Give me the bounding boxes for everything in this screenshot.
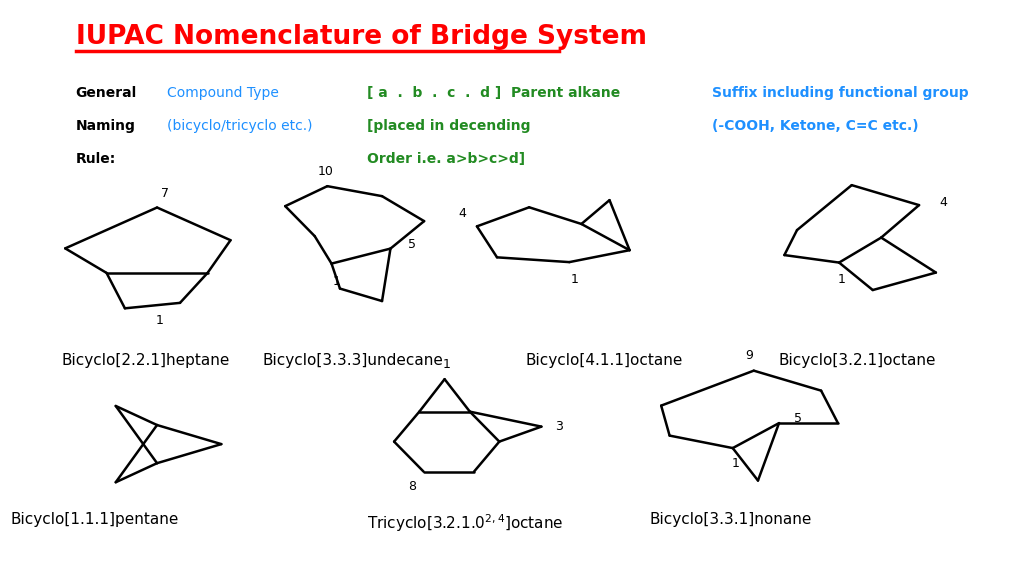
Text: 1: 1: [838, 273, 846, 286]
Text: 5: 5: [408, 237, 416, 251]
Text: Compound Type: Compound Type: [167, 86, 279, 100]
Text: 1: 1: [156, 314, 164, 327]
Text: Order i.e. a>b>c>d]: Order i.e. a>b>c>d]: [368, 152, 525, 166]
Text: Bicyclo[2.2.1]heptane: Bicyclo[2.2.1]heptane: [61, 353, 229, 368]
Text: General: General: [76, 86, 137, 100]
Text: 9: 9: [745, 350, 753, 362]
Text: Bicyclo[3.2.1]octane: Bicyclo[3.2.1]octane: [779, 353, 936, 368]
Text: Bicyclo[4.1.1]octane: Bicyclo[4.1.1]octane: [525, 353, 683, 368]
Text: 1: 1: [732, 457, 739, 471]
Text: IUPAC Nomenclature of Bridge System: IUPAC Nomenclature of Bridge System: [76, 24, 647, 50]
Text: (bicyclo/tricyclo etc.): (bicyclo/tricyclo etc.): [167, 119, 312, 134]
Text: 1: 1: [442, 358, 451, 371]
Text: [ a  .  b  .  c  .  d ]  Parent alkane: [ a . b . c . d ] Parent alkane: [368, 86, 621, 100]
Text: Tricyclo[3.2.1.0$^{2,4}$]octane: Tricyclo[3.2.1.0$^{2,4}$]octane: [368, 512, 564, 534]
Text: 3: 3: [555, 420, 562, 433]
Text: Bicyclo[3.3.1]nonane: Bicyclo[3.3.1]nonane: [649, 512, 812, 527]
Text: [placed in decending: [placed in decending: [368, 119, 531, 134]
Text: Rule:: Rule:: [76, 152, 116, 166]
Text: 5: 5: [795, 412, 802, 425]
Text: 7: 7: [161, 187, 169, 200]
Text: 10: 10: [317, 165, 334, 179]
Text: Naming: Naming: [76, 119, 135, 134]
Text: 1: 1: [570, 272, 579, 286]
Text: 1: 1: [333, 275, 340, 288]
Text: Bicyclo[3.3.3]undecane: Bicyclo[3.3.3]undecane: [262, 353, 443, 368]
Text: (-COOH, Ketone, C=C etc.): (-COOH, Ketone, C=C etc.): [712, 119, 919, 134]
Text: Suffix including functional group: Suffix including functional group: [712, 86, 969, 100]
Text: 8: 8: [409, 480, 416, 493]
Text: 4: 4: [939, 196, 947, 209]
Text: Bicyclo[1.1.1]pentane: Bicyclo[1.1.1]pentane: [10, 512, 179, 527]
Text: 4: 4: [459, 207, 467, 221]
